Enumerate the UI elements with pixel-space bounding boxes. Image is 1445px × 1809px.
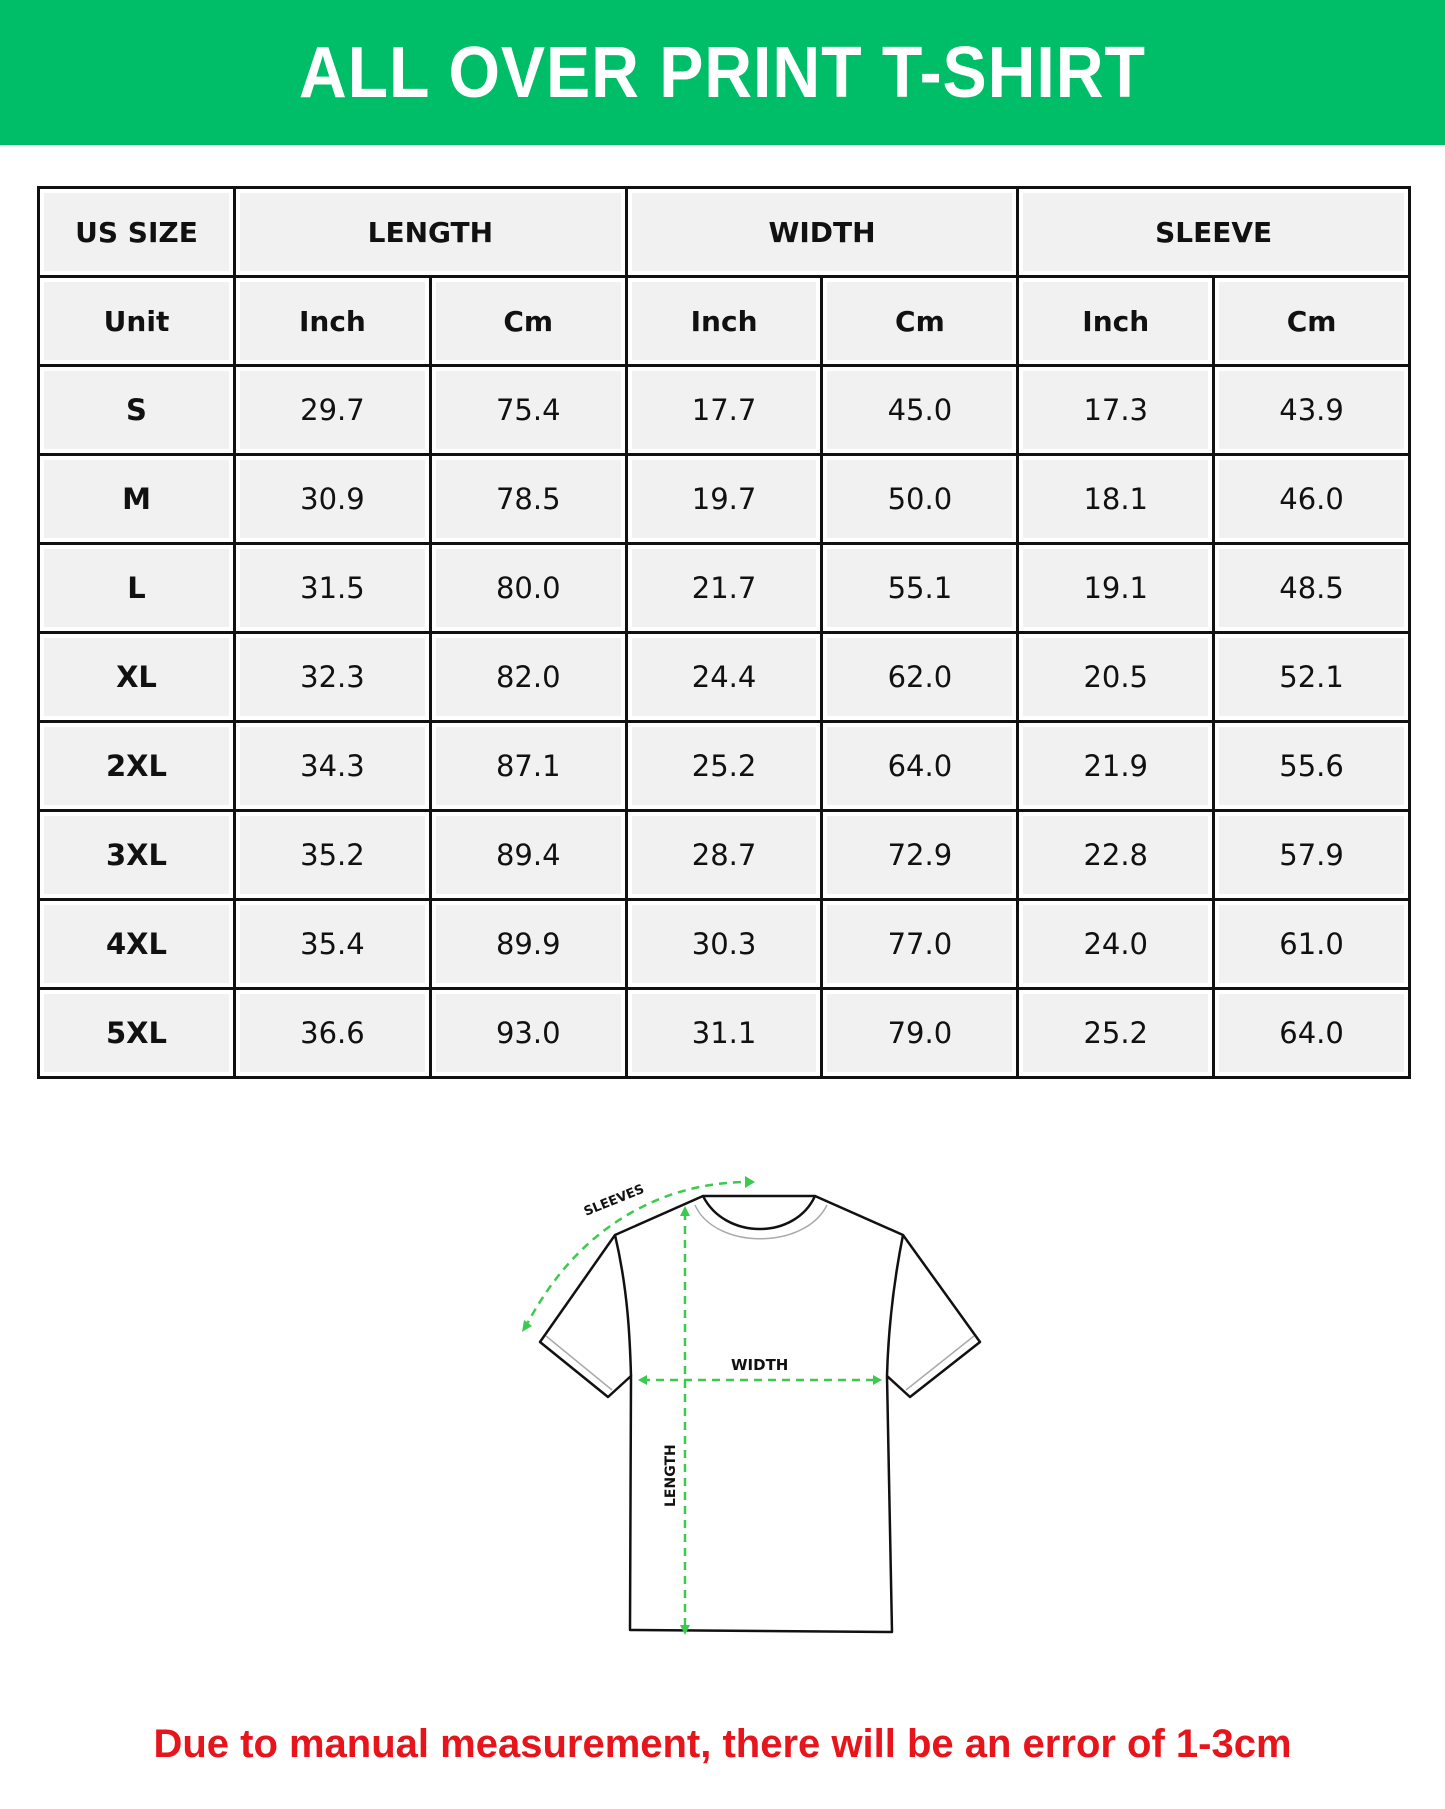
header-length: LENGTH — [233, 186, 628, 278]
page-title: ALL OVER PRINT T-SHIRT — [298, 32, 1147, 113]
measurement-cell: 17.7 — [624, 364, 824, 456]
measurement-cell: 34.3 — [233, 720, 432, 812]
size-label: L — [37, 542, 236, 634]
measurement-cell: 20.5 — [1016, 631, 1216, 723]
sleeve-arrow — [523, 1180, 751, 1329]
measurement-cell: 24.0 — [1016, 898, 1216, 990]
measurement-cell: 19.7 — [624, 453, 824, 545]
measurement-cell: 21.7 — [624, 542, 824, 634]
measurement-cell: 25.2 — [624, 720, 824, 812]
measurement-cell: 30.9 — [233, 453, 432, 545]
size-row: 4XL 35.4 89.9 30.3 77.0 24.0 61.0 — [37, 898, 1411, 990]
header-us-size: US SIZE — [37, 186, 236, 278]
measurement-cell: 21.9 — [1016, 720, 1216, 812]
unit-cell: Cm — [820, 275, 1020, 367]
measurement-cell: 57.9 — [1212, 809, 1411, 901]
measurement-cell: 89.4 — [428, 809, 628, 901]
measurement-cell: 36.6 — [233, 987, 432, 1079]
measurement-cell: 52.1 — [1212, 631, 1411, 723]
size-label: M — [37, 453, 236, 545]
measurement-cell: 77.0 — [820, 898, 1020, 990]
measurement-cell: 17.3 — [1016, 364, 1216, 456]
measurement-arrows — [523, 1180, 878, 1628]
size-row: S 29.7 75.4 17.7 45.0 17.3 43.9 — [37, 364, 1411, 456]
measurement-cell: 32.3 — [233, 631, 432, 723]
measurement-cell: 45.0 — [820, 364, 1020, 456]
width-label: WIDTH — [731, 1356, 788, 1374]
measurement-cell: 31.1 — [624, 987, 824, 1079]
size-row: 2XL 34.3 87.1 25.2 64.0 21.9 55.6 — [37, 720, 1411, 812]
unit-row: Unit Inch Cm Inch Cm Inch Cm — [37, 275, 1411, 367]
measurement-cell: 72.9 — [820, 809, 1020, 901]
unit-cell: Inch — [233, 275, 432, 367]
size-label: 3XL — [37, 809, 236, 901]
size-label: 4XL — [37, 898, 236, 990]
size-chart-table: US SIZE LENGTH WIDTH SLEEVE Unit Inch Cm… — [37, 186, 1411, 1079]
measurement-cell: 61.0 — [1212, 898, 1411, 990]
sleeves-label: SLEEVES — [582, 1182, 647, 1220]
size-label: 2XL — [37, 720, 236, 812]
measurement-cell: 28.7 — [624, 809, 824, 901]
measurement-cell: 75.4 — [428, 364, 628, 456]
measurement-cell: 22.8 — [1016, 809, 1216, 901]
group-header-row: US SIZE LENGTH WIDTH SLEEVE — [37, 186, 1411, 278]
size-label: S — [37, 364, 236, 456]
size-row: 5XL 36.6 93.0 31.1 79.0 25.2 64.0 — [37, 987, 1411, 1079]
size-row: L 31.5 80.0 21.7 55.1 19.1 48.5 — [37, 542, 1411, 634]
unit-cell: Inch — [624, 275, 824, 367]
header-width: WIDTH — [624, 186, 1020, 278]
measurement-cell: 43.9 — [1212, 364, 1411, 456]
header-sleeve: SLEEVE — [1016, 186, 1411, 278]
measurement-cell: 89.9 — [428, 898, 628, 990]
measurement-cell: 87.1 — [428, 720, 628, 812]
measurement-cell: 80.0 — [428, 542, 628, 634]
measurement-cell: 79.0 — [820, 987, 1020, 1079]
size-label: XL — [37, 631, 236, 723]
measurement-cell: 35.2 — [233, 809, 432, 901]
measurement-cell: 24.4 — [624, 631, 824, 723]
measurement-cell: 48.5 — [1212, 542, 1411, 634]
title-banner: ALL OVER PRINT T-SHIRT — [0, 0, 1445, 145]
measurement-disclaimer: Due to manual measurement, there will be… — [153, 1722, 1292, 1766]
measurement-cell: 30.3 — [624, 898, 824, 990]
size-label: 5XL — [37, 987, 236, 1079]
tshirt-outline — [538, 1194, 982, 1634]
measurement-cell: 29.7 — [233, 364, 432, 456]
length-label: LENGTH — [663, 1444, 679, 1507]
measurement-cell: 31.5 — [233, 542, 432, 634]
size-row: XL 32.3 82.0 24.4 62.0 20.5 52.1 — [37, 631, 1411, 723]
measurement-cell: 46.0 — [1212, 453, 1411, 545]
measurement-cell: 25.2 — [1016, 987, 1216, 1079]
measurement-cell: 35.4 — [233, 898, 432, 990]
measurement-cell: 55.1 — [820, 542, 1020, 634]
unit-cell: Inch — [1016, 275, 1216, 367]
measurement-cell: 82.0 — [428, 631, 628, 723]
measurement-cell: 50.0 — [820, 453, 1020, 545]
size-row: M 30.9 78.5 19.7 50.0 18.1 46.0 — [37, 453, 1411, 545]
measurement-cell: 62.0 — [820, 631, 1020, 723]
measurement-cell: 64.0 — [820, 720, 1020, 812]
unit-cell: Cm — [428, 275, 628, 367]
unit-label: Unit — [37, 275, 236, 367]
unit-cell: Cm — [1212, 275, 1411, 367]
measurement-cell: 19.1 — [1016, 542, 1216, 634]
measurement-cell: 78.5 — [428, 453, 628, 545]
measurement-cell: 55.6 — [1212, 720, 1411, 812]
tshirt-diagram: SLEEVES WIDTH LENGTH — [522, 1176, 982, 1635]
size-row: 3XL 35.2 89.4 28.7 72.9 22.8 57.9 — [37, 809, 1411, 901]
measurement-cell: 18.1 — [1016, 453, 1216, 545]
measurement-cell: 93.0 — [428, 987, 628, 1079]
measurement-cell: 64.0 — [1212, 987, 1411, 1079]
